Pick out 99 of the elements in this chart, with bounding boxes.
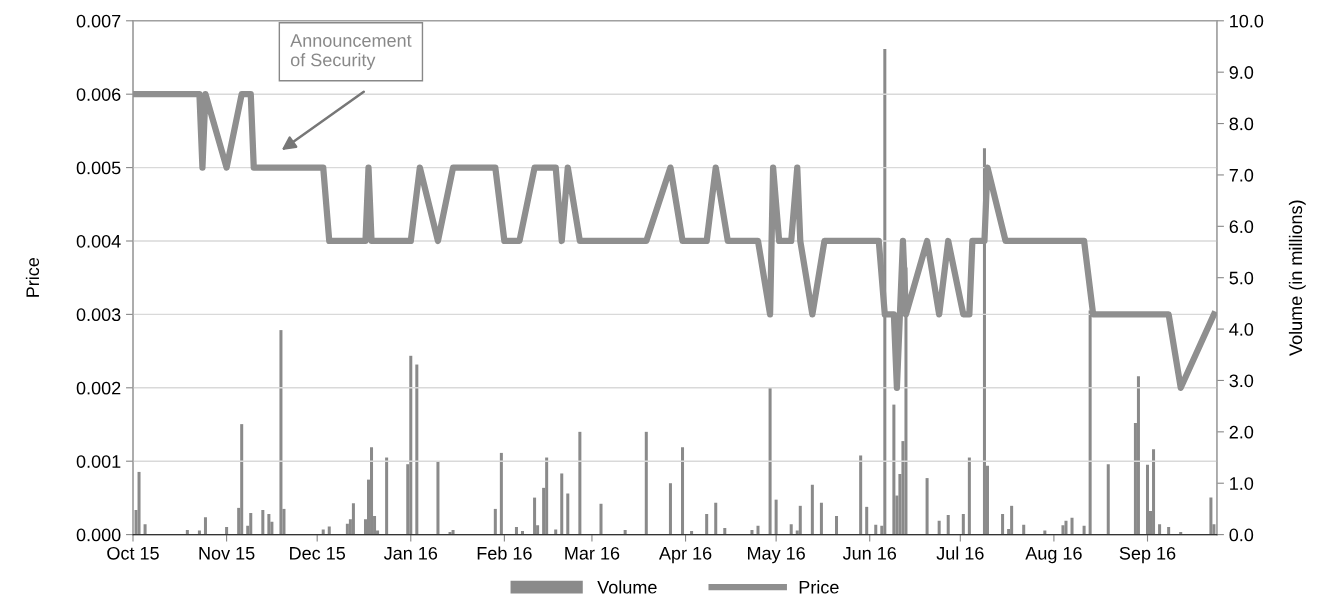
bar xyxy=(714,502,718,535)
bar xyxy=(554,529,558,535)
bar xyxy=(1043,530,1047,535)
bar xyxy=(203,517,207,535)
x-tick-label: Mar 16 xyxy=(565,546,620,560)
y2-tick-label: 8.0 xyxy=(1229,117,1254,131)
y-tick-label: 0.004 xyxy=(76,234,121,248)
bar xyxy=(493,508,497,535)
bar xyxy=(436,461,440,535)
bar xyxy=(768,387,772,535)
y2-tick-label: 6.0 xyxy=(1229,220,1254,234)
bar xyxy=(756,525,760,535)
legend-label: Volume xyxy=(597,580,657,594)
bar xyxy=(578,431,582,535)
bar xyxy=(865,506,869,535)
y-tick-label: 0.003 xyxy=(76,308,121,322)
bar xyxy=(644,431,648,535)
bar xyxy=(1158,524,1162,535)
x-tick-label: Aug 16 xyxy=(1025,546,1082,564)
bar xyxy=(321,529,325,535)
x-tick-label: Apr 16 xyxy=(658,546,712,564)
bar xyxy=(197,530,201,535)
x-tick-label: Sep 16 xyxy=(1119,546,1176,564)
bar xyxy=(1082,525,1086,535)
y-tick-label: 0.005 xyxy=(76,161,121,175)
bar xyxy=(1167,526,1171,535)
y-tick-label: 0.007 xyxy=(76,14,121,28)
bar xyxy=(351,503,355,535)
bar xyxy=(835,516,839,535)
bar xyxy=(859,455,863,535)
y-tick-label: 0.006 xyxy=(76,88,121,101)
x-tick-label: Nov 15 xyxy=(199,547,255,560)
bar xyxy=(961,514,965,535)
bar xyxy=(1061,525,1065,535)
y2-tick-label: 5.0 xyxy=(1229,271,1254,285)
bar xyxy=(499,452,503,535)
bar xyxy=(240,424,244,535)
annotation: Announcement of Security xyxy=(290,34,412,70)
bar xyxy=(1136,376,1140,535)
bar xyxy=(345,523,349,535)
bar xyxy=(1209,497,1213,535)
y-axis-title: Price xyxy=(25,257,40,297)
y2-tick-label: 4.0 xyxy=(1229,323,1254,336)
y2-axis-title: Volume (in millions) xyxy=(1288,200,1306,356)
bar xyxy=(937,520,941,535)
bar xyxy=(967,457,971,535)
y-tick-label: 0.002 xyxy=(76,381,121,395)
x-tick-label: Dec 15 xyxy=(290,547,346,560)
bar xyxy=(681,447,685,535)
y2-tick-label: 0.0 xyxy=(1229,528,1254,542)
x-tick-label: May 16 xyxy=(748,546,805,564)
bar xyxy=(261,509,265,535)
bar xyxy=(1001,514,1005,535)
bar xyxy=(1064,520,1068,535)
bar xyxy=(789,524,793,535)
bar xyxy=(668,483,672,535)
bar xyxy=(1152,449,1156,535)
y2-tick-label: 2.0 xyxy=(1229,425,1254,439)
bar xyxy=(137,471,141,535)
y2-tick-label: 3.0 xyxy=(1229,374,1254,388)
bar xyxy=(798,505,802,535)
y2-tick-label: 7.0 xyxy=(1229,168,1254,182)
bar xyxy=(143,524,147,535)
bar xyxy=(415,364,419,535)
bar xyxy=(514,526,518,535)
bar xyxy=(946,515,950,535)
bar xyxy=(723,527,727,535)
legend-label: Price xyxy=(799,580,839,594)
x-tick-label: Jun 16 xyxy=(842,546,897,560)
bar xyxy=(249,513,253,535)
bar xyxy=(545,457,549,535)
bar xyxy=(1070,517,1074,535)
bar xyxy=(327,526,331,535)
bar xyxy=(1106,464,1110,535)
bar xyxy=(279,330,283,535)
bar xyxy=(892,404,896,535)
bar xyxy=(267,514,271,535)
y2-tick-label: 9.0 xyxy=(1229,66,1254,79)
bar xyxy=(1010,505,1014,535)
bar xyxy=(925,478,929,535)
x-tick-label: Feb 16 xyxy=(477,546,532,560)
bar xyxy=(385,457,389,535)
bar xyxy=(1022,524,1026,535)
bar xyxy=(599,503,603,535)
bar xyxy=(533,497,537,535)
bar xyxy=(819,502,823,535)
bar xyxy=(705,514,709,535)
y-tick-label: 0.001 xyxy=(76,455,121,468)
bar xyxy=(560,473,564,535)
x-tick-label: Oct 15 xyxy=(107,546,159,560)
bar xyxy=(810,484,814,535)
bar xyxy=(874,524,878,535)
x-tick-label: Jul 16 xyxy=(936,546,984,560)
y2-tick-label: 10.0 xyxy=(1230,14,1264,28)
y2-tick-label: 1.0 xyxy=(1230,477,1254,490)
bar xyxy=(370,447,374,535)
y-tick-label: 0.000 xyxy=(76,528,121,542)
x-tick-label: Jan 16 xyxy=(383,546,438,560)
bar xyxy=(566,493,570,535)
